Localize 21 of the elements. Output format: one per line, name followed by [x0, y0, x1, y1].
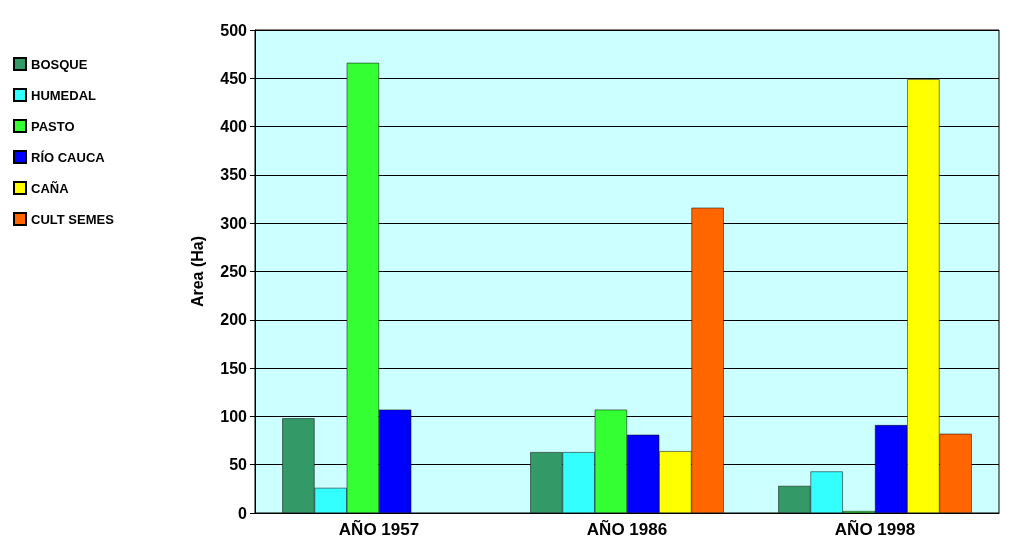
y-tick-label: 100 — [220, 407, 248, 425]
y-tick-label: 50 — [229, 456, 248, 474]
y-tick-label: 300 — [220, 214, 248, 232]
y-tick-label: 500 — [220, 21, 248, 39]
x-tick-label: AÑO 1998 — [834, 519, 916, 539]
legend-label: HUMEDAL — [31, 87, 97, 103]
legend-label: RÍO CAUCA — [31, 149, 106, 165]
legend-label: CAÑA — [31, 180, 70, 196]
x-tick-label: AÑO 1986 — [586, 519, 668, 539]
y-tick-label: 400 — [220, 118, 248, 136]
y-tick-label: 450 — [220, 69, 248, 87]
y-tick-label: 0 — [238, 504, 248, 522]
legend-label: CULT SEMES — [31, 211, 115, 227]
y-tick-label: 350 — [220, 166, 248, 184]
x-tick-label: AÑO 1957 — [338, 519, 420, 539]
y-axis-title: Area (Ha) — [188, 235, 206, 308]
legend-label: BOSQUE — [31, 56, 88, 72]
y-tick-label: 200 — [220, 311, 248, 329]
legend-label: PASTO — [31, 118, 75, 134]
y-tick-label: 150 — [220, 359, 248, 377]
y-tick-label: 250 — [220, 263, 248, 280]
